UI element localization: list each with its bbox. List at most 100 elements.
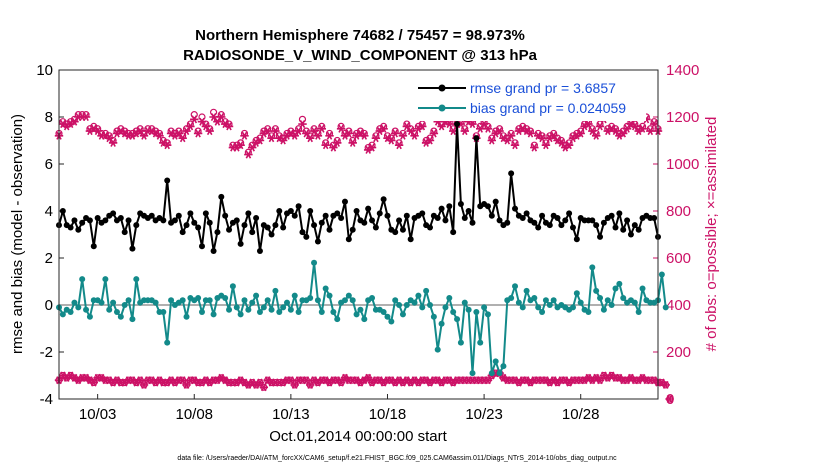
rmse-point — [593, 222, 600, 229]
legend-bias-label: bias grand pr = 0.024059 — [470, 100, 626, 116]
obs-low-assimilated-point — [499, 373, 508, 382]
right-tick-label: 200 — [666, 344, 691, 361]
obs-assimilated-point — [506, 131, 516, 140]
bias-point — [481, 304, 488, 311]
bias-point — [585, 309, 592, 316]
obs-assimilated-point — [642, 115, 651, 124]
bias-point — [253, 292, 260, 299]
obs-assimilated-point — [251, 138, 261, 147]
bias-point — [276, 309, 283, 316]
obs-assimilated-point — [460, 127, 469, 136]
rmse-point — [102, 217, 109, 224]
obs-assimilated-point — [81, 112, 91, 122]
obs-assimilated-point — [387, 136, 396, 145]
obs-assimilated-point — [622, 124, 632, 133]
obs-assimilated-point — [193, 129, 203, 138]
obs-assimilated-point — [491, 129, 500, 138]
obs-low-assimilated-point — [232, 378, 241, 387]
obs-assimilated-point — [534, 131, 543, 140]
bias-point — [403, 302, 410, 308]
obs-low-assimilated-point — [112, 376, 122, 385]
obs-assimilated-point — [572, 131, 582, 140]
bias-point — [106, 306, 113, 313]
rmse-point — [218, 193, 225, 200]
obs-low-assimilated-point — [236, 376, 245, 385]
rmse-point — [608, 212, 615, 219]
rmse-point — [597, 233, 604, 240]
obs-low-assimilated-point — [74, 376, 83, 385]
obs-assimilated-point — [224, 122, 234, 131]
rmse-point — [492, 198, 499, 205]
rmse-point — [341, 198, 348, 205]
obs-low-assimilated-point — [278, 378, 288, 387]
rmse-point — [222, 212, 229, 219]
obs-assimilated-point — [468, 120, 477, 129]
bias-point — [396, 302, 403, 308]
obs-assimilated-point — [151, 129, 160, 138]
rmse-point — [345, 236, 352, 243]
bias-point — [450, 309, 457, 316]
obs-low-assimilated-point — [170, 378, 180, 387]
rmse-point — [291, 212, 298, 219]
rmse-point — [469, 219, 476, 226]
obs-assimilated-point — [89, 124, 98, 133]
bias-point — [311, 259, 318, 266]
rmse-point — [399, 226, 406, 233]
rmse-point — [624, 217, 631, 224]
bias-point — [125, 297, 132, 304]
obs-assimilated-point — [282, 131, 292, 140]
obs-low-assimilated-point — [387, 376, 396, 385]
rmse-point — [233, 217, 240, 224]
left-y-axis: -4 -2 0 2 4 6 8 10 — [36, 62, 64, 408]
bias-point — [272, 287, 279, 294]
rmse-point — [256, 247, 263, 254]
bias-point — [67, 309, 74, 316]
obs-assimilated-point — [356, 129, 365, 138]
obs-low-assimilated-point — [615, 373, 624, 382]
rmse-point — [59, 208, 66, 214]
obs-assimilated-point — [537, 134, 547, 143]
bias-point — [604, 297, 611, 304]
obs-low-assimilated-point — [108, 378, 118, 387]
obs-low-assimilated-point — [626, 373, 636, 382]
obs-low-assimilated-point — [410, 376, 419, 385]
obs-assimilated-point — [367, 143, 377, 152]
obs-assimilated-point — [275, 134, 284, 143]
obs-assimilated-point — [406, 127, 415, 136]
bias-point — [384, 313, 391, 320]
obs-assimilated-point — [591, 131, 601, 140]
bias-point — [326, 292, 333, 299]
obs-assimilated-point — [170, 131, 180, 140]
bias-point — [496, 370, 503, 377]
bias-point — [357, 306, 364, 313]
left-tick-label: 4 — [45, 203, 53, 220]
bias-point — [388, 318, 395, 325]
bias-point — [512, 283, 519, 290]
obs-assimilated-point — [545, 134, 554, 143]
x-tick-label: 10/23 — [465, 406, 503, 423]
bias-point — [600, 306, 607, 313]
bias-point — [426, 302, 433, 308]
obs-assimilated-point — [576, 129, 585, 138]
obs-assimilated-point — [518, 124, 527, 133]
obs-assimilated-point — [483, 124, 493, 133]
obs-assimilated-point — [329, 143, 338, 152]
obs-low-assimilated-point — [448, 378, 458, 387]
bias-point — [295, 309, 302, 316]
obs-assimilated-point — [646, 127, 655, 136]
rmse-point — [384, 212, 391, 219]
rmse-point — [307, 208, 314, 214]
obs-assimilated-point — [391, 129, 400, 138]
right-tick-label: 600 — [666, 250, 691, 267]
obs-low-assimilated-point — [541, 376, 551, 385]
obs-assimilated-point — [344, 129, 354, 138]
bias-point — [569, 304, 576, 311]
bias-point — [179, 297, 186, 304]
rmse-point — [175, 212, 182, 219]
right-tick-label: 1200 — [666, 109, 699, 126]
rmse-point — [183, 222, 190, 229]
obs-assimilated-point — [70, 117, 79, 126]
obs-assimilated-series — [54, 112, 663, 159]
obs-assimilated-point — [619, 129, 628, 138]
bias-point — [411, 299, 418, 306]
